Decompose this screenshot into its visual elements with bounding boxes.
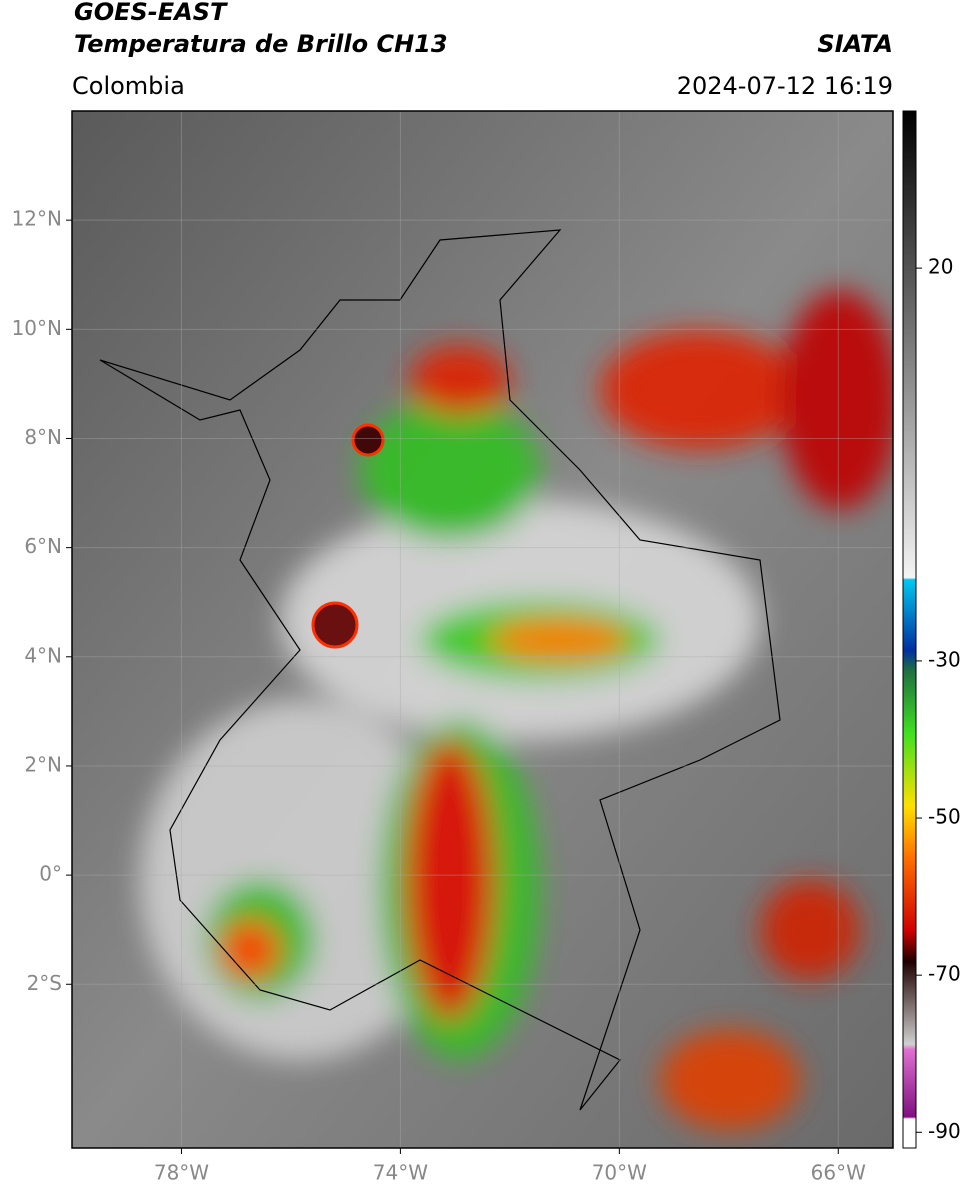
x-tick-label: 78°W bbox=[154, 1161, 209, 1185]
y-tick-label: 4°N bbox=[24, 643, 62, 667]
y-tick-label: 10°N bbox=[12, 316, 62, 340]
colorbar-label: -90 bbox=[928, 1119, 961, 1143]
colorbar-label: -30 bbox=[928, 647, 961, 671]
y-tick-label: 12°N bbox=[12, 207, 62, 231]
colorbar-label: 20 bbox=[928, 255, 953, 279]
colorbar-label: -50 bbox=[928, 805, 961, 829]
y-tick-label: 8°N bbox=[24, 425, 62, 449]
y-tick-label: 6°N bbox=[24, 534, 62, 558]
imagery bbox=[72, 111, 893, 1148]
region: Colombia bbox=[72, 72, 185, 100]
title: GOES-EAST bbox=[74, 0, 228, 26]
y-tick-label: 0° bbox=[39, 862, 62, 886]
y-tick-label: 2°N bbox=[24, 752, 62, 776]
x-tick-label: 74°W bbox=[373, 1161, 428, 1185]
colorbar-label: -70 bbox=[928, 962, 961, 986]
x-tick-label: 70°W bbox=[592, 1161, 647, 1185]
subtitle: Temperatura de Brillo CH13 bbox=[74, 30, 448, 58]
timestamp: 2024-07-12 16:19 bbox=[677, 72, 893, 100]
map-frame bbox=[71, 110, 894, 1149]
x-tick-label: 66°W bbox=[811, 1161, 866, 1185]
y-tick-label: 2°S bbox=[27, 971, 62, 995]
colorbar bbox=[902, 110, 917, 1149]
source: SIATA bbox=[817, 30, 893, 58]
